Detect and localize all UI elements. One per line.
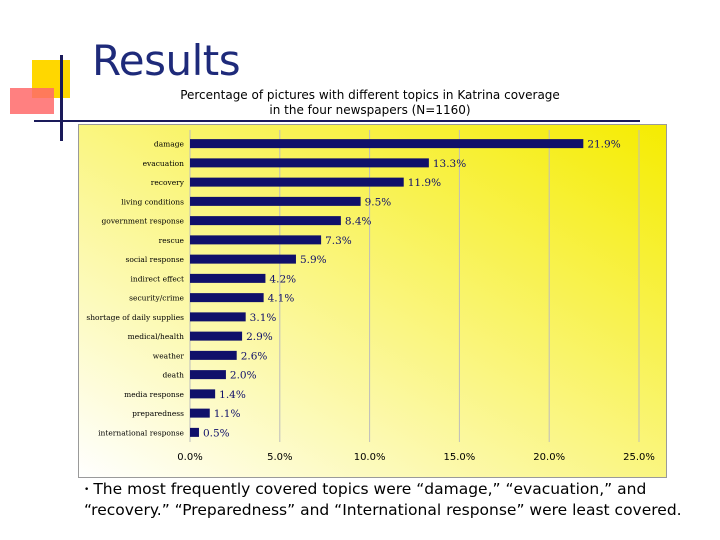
bar [190,196,361,206]
bar [190,312,246,322]
category-label: preparedness [132,409,184,418]
bar [190,254,296,264]
value-label: 2.0% [230,370,257,382]
category-label: international response [98,428,184,437]
bar [190,370,226,380]
summary-text: The most frequently covered topics were … [84,480,682,519]
category-label: indirect effect [131,274,184,283]
category-label: weather [153,351,185,360]
value-label: 2.9% [246,331,273,343]
bar [190,273,266,283]
x-tick-label: 5.0% [267,452,292,463]
x-tick-label: 15.0% [444,452,476,463]
category-label: damage [154,140,185,149]
value-label: 0.5% [203,427,230,439]
slide-title: Results [92,36,241,85]
decor-vertical-line [60,55,63,141]
category-label: media response [124,390,184,399]
value-label: 1.1% [214,408,241,420]
bars [190,139,584,437]
bar [190,235,322,245]
bullet-marker-icon: • [84,484,90,495]
category-label: recovery [151,178,185,187]
value-labels: 21.9% 13.3% 11.9% 9.5% 8.4% 7.3% 5.9% 4.2% 4.1% 3… [203,139,621,440]
category-label: shortage of daily supplies [86,313,184,322]
category-label: security/crime [129,294,184,303]
chart-title-line2: in the four newspapers (N=1160) [269,103,471,117]
x-tick-label: 0.0% [177,452,202,463]
bar [190,427,199,437]
value-label: 3.1% [250,312,277,324]
bar [190,216,341,226]
value-label: 1.4% [219,389,246,401]
x-tick-label: 25.0% [623,452,655,463]
bar [190,177,404,187]
x-tick-label: 10.0% [354,452,386,463]
value-label: 8.4% [345,216,372,228]
category-label: living conditions [121,197,184,206]
bar [190,350,237,360]
value-label: 13.3% [433,158,466,170]
value-label: 21.9% [587,139,620,151]
bar [190,293,264,303]
summary-bullet: • The most frequently covered topics were… [84,479,684,520]
category-label: evacuation [143,159,185,168]
value-label: 7.3% [325,235,352,247]
chart-title: Percentage of pictures with different to… [140,88,600,118]
decor-horizontal-line [34,120,640,122]
category-label: rescue [159,236,185,245]
bar [190,158,429,168]
category-labels: damage evacuation recovery living condition… [86,140,184,438]
x-tick-labels: 0.0% 5.0% 10.0% 15.0% 20.0% 25.0% [177,452,655,463]
chart-title-line1: Percentage of pictures with different to… [180,88,560,102]
value-label: 11.9% [408,177,441,189]
value-label: 4.2% [269,273,296,285]
category-label: death [162,371,184,380]
decor-red-square [10,88,54,114]
value-label: 4.1% [268,293,295,305]
bar [190,408,210,418]
value-label: 9.5% [365,196,392,208]
value-label: 2.6% [241,350,268,362]
bar [190,139,584,149]
category-label: medical/health [128,332,185,341]
x-tick-label: 20.0% [533,452,565,463]
bar [190,389,216,399]
value-label: 5.9% [300,254,327,266]
category-label: government response [102,217,185,226]
category-label: social response [125,255,184,264]
bar [190,331,243,341]
bar-chart: damage evacuation recovery living condition… [78,124,667,478]
